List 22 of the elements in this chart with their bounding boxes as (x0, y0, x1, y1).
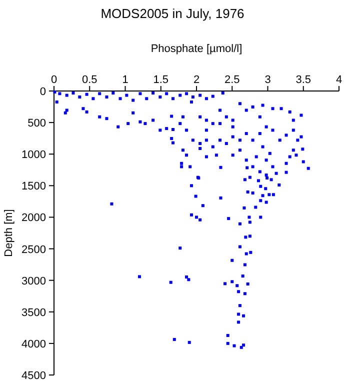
y-tick-label: 3000 (22, 275, 46, 288)
y-tick-label: 1500 (22, 180, 46, 193)
x-tick-label: 2.5 (224, 74, 240, 86)
y-tick-label: 2500 (22, 244, 46, 256)
y-tick-label: 3500 (22, 306, 46, 319)
y-tick-label: 4500 (22, 370, 46, 382)
y-tick-label: 1000 (22, 149, 46, 162)
x-tick-label: 1 (122, 74, 128, 86)
y-tick-label: 4000 (22, 338, 46, 350)
chart-title: MODS2005 in July, 1976 (100, 6, 244, 21)
y-axis-title: Depth [m] (3, 209, 15, 257)
y-tick-label: 0 (40, 86, 46, 98)
x-tick-label: 2 (193, 74, 200, 86)
x-tick-label: 3.5 (296, 74, 312, 86)
x-axis-title: Phosphate [µmol/l] (150, 43, 242, 55)
y-tick-label: 2000 (22, 212, 46, 224)
x-tick-label: 4 (336, 74, 342, 86)
x-tick-label: 0 (50, 74, 58, 86)
x-tick-label: 1.5 (153, 74, 169, 86)
x-tick-label: 0.5 (82, 74, 98, 86)
y-tick-label: 500 (28, 118, 46, 130)
x-tick-label: 3 (264, 74, 271, 86)
